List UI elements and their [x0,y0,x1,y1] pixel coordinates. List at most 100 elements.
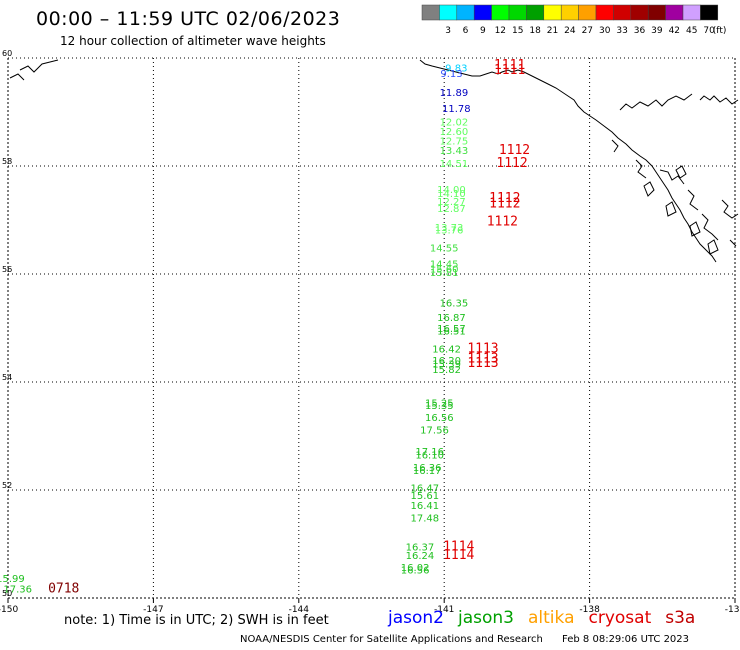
pass-time: 1113 [467,356,498,371]
wave-height-value: 14.55 [430,243,459,254]
color-legend: 3 6 9 12 15 18 21 24 27 30 33 36 39 42 45 70 (ft) [421,4,733,38]
wave-height-value: 16.35 [440,298,469,309]
pass-time: 1112 [496,156,527,171]
pass-time: 1112 [499,143,530,158]
lat-tick-label: 52 [2,481,12,490]
grid-lines [7,57,736,603]
wave-height-value: 16.57 [437,324,466,335]
pass-time-labels: 1111111111121112111211121112111311131113… [48,58,530,597]
wave-height-value: 11.78 [442,104,471,115]
wave-height-value: 12.60 [440,127,469,138]
satellite-legend: jason2 jason3 altika cryosat s3a [388,608,709,628]
satellite-altika: altika [528,608,575,628]
wave-height-value: 9.13 [440,69,462,80]
wave-height-value: 13.43 [440,146,469,157]
wave-height-value: 14.10 [437,189,466,200]
legend-tick-label: 42 [669,26,680,36]
wave-height-value: 9.83 [445,64,467,75]
legend-tick-label: 6 [463,26,469,36]
wave-height-value: 16.87 [437,313,466,324]
wave-height-value: 16.47 [410,484,439,495]
axis-labels: -150 -147 -144 -141 -138 -135 50 52 54 56 58 60 [0,49,740,615]
legend-tick-label: 15 [512,26,523,36]
pass-time: 1114 [443,548,474,563]
wave-height-value: 14.00 [437,185,466,196]
wave-height-value: 12.75 [440,136,469,147]
pass-time: 0718 [48,582,79,597]
wave-height-value: 11.89 [440,88,469,99]
wave-height-value: 12.87 [437,204,466,215]
wave-height-value: 12.02 [440,118,469,129]
map-subtitle: 12 hour collection of altimeter wave hei… [60,34,326,48]
wave-height-value: 14.51 [440,159,469,170]
legend-tick-label: 9 [480,26,486,36]
wave-height-value: 17.36 [3,585,32,596]
wave-height-value: 16.41 [410,501,439,512]
pass-time: 1112 [489,197,520,212]
north-coast-segment [9,59,59,81]
pass-time: 1113 [467,352,498,367]
legend-tick-label: 3 [445,26,451,36]
wave-height-value: 14.45 [430,260,459,271]
lon-tick-label: -147 [143,605,163,615]
wave-height-value: 16.20 [432,356,461,367]
footnote: note: 1) Time is in UTC; 2) SWH is in fe… [64,613,329,628]
lat-tick-label: 50 [2,589,12,598]
legend-tick-label: 27 [582,26,593,36]
legend-tick-label: 45 [686,26,697,36]
lon-tick-label: -135 [725,605,740,615]
coastline [9,59,739,263]
wave-height-value: 13.73 [435,223,464,234]
wave-height-value: 15.35 [425,401,454,412]
pass-time: 1113 [467,341,498,356]
satellite-cryosat: cryosat [588,608,652,628]
lat-tick-label: 60 [2,49,12,58]
legend-swatch [700,4,719,21]
legend-tick-label: 30 [599,26,611,36]
lon-tick-label: -138 [579,605,600,615]
wave-height-value: 15.61 [410,491,439,502]
map-title: 00:00 – 11:59 UTC 02/06/2023 [36,8,341,30]
pass-time: 1112 [489,191,520,206]
map-frame [7,57,736,599]
wave-height-value: 15.60 [430,264,459,275]
lat-tick-label: 54 [2,373,12,382]
wave-height-value: 16.42 [432,344,461,355]
satellite-jason2: jason2 [388,608,444,628]
legend-tick-label: 70 [703,26,715,36]
wave-height-value: 16.02 [401,563,430,574]
lon-tick-label: -144 [289,605,310,615]
wave-height-value: 16.51 [437,326,466,337]
legend-tick-label: 36 [634,26,646,36]
coastal-inlets [611,93,739,247]
wave-height-value: 12.27 [437,197,466,208]
legend-tick-label: 24 [564,26,576,36]
pass-time: 1111 [494,63,525,78]
wave-height-value: 16.37 [406,542,435,553]
satellite-jason3: jason3 [458,608,514,628]
legend-tick-label: 39 [651,26,663,36]
wave-height-value: 17.48 [410,513,439,524]
wave-height-value: 16.17 [413,466,442,477]
wave-height-value: 15.82 [432,365,461,376]
legend-tick-label: 18 [529,26,541,36]
wave-height-value: 13.76 [435,226,464,237]
wave-height-value: 15.25 [425,398,454,409]
wave-height-value: 17.56 [420,425,449,436]
legend-unit: (ft) [713,26,727,36]
wave-height-value: 15.39 [432,359,461,370]
legend-tick-label: 12 [495,26,506,36]
lon-tick-label: -141 [434,605,454,615]
lat-tick-label: 58 [2,157,12,166]
wave-height-value: 15.81 [430,268,459,279]
pass-time: 1111 [494,58,525,73]
wave-height-value: 16.56 [425,413,454,424]
credit-generated: Feb 8 08:29:06 UTC 2023 [562,634,690,645]
wave-height-value: 17.16 [415,447,444,458]
legend-tick-label: 21 [547,26,558,36]
legend-tick-label: 33 [616,26,627,36]
wave-height-value: 16.10 [415,451,444,462]
alaska-coastline [419,59,717,263]
